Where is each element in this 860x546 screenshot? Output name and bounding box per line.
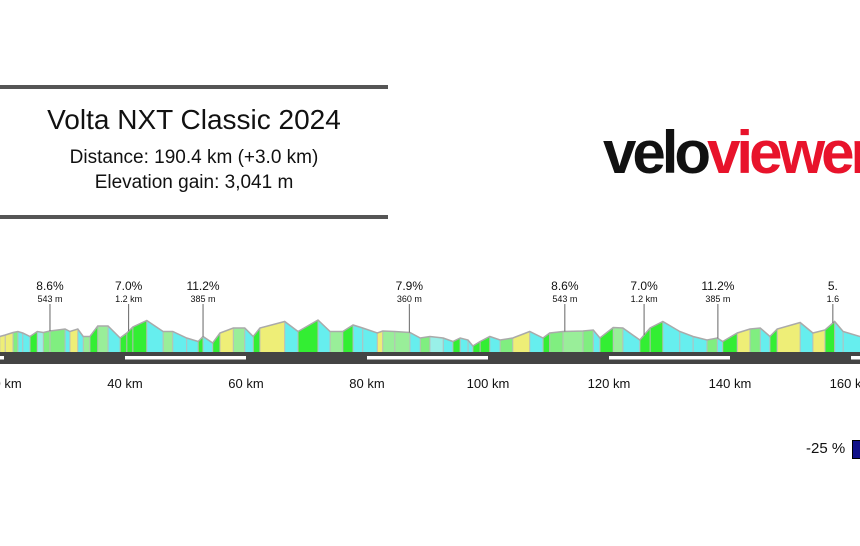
profile-segment — [749, 327, 761, 353]
distance-text: Distance: 190.4 km (+3.0 km) — [69, 147, 319, 168]
profile-segment — [49, 328, 66, 353]
profile-segment — [17, 331, 23, 353]
distance-band-marker — [124, 356, 246, 360]
profile-segment — [259, 321, 285, 353]
x-tick-label: 160 km — [830, 376, 860, 391]
distance-band-marker — [850, 356, 860, 360]
climb-length-label: 543 m — [552, 294, 577, 304]
distance-band-marker — [0, 356, 4, 360]
profile-segment — [97, 325, 109, 353]
profile-segment — [429, 336, 444, 353]
climb-gradient-label: 7.9% — [396, 279, 424, 293]
profile-segment — [549, 331, 564, 353]
profile-segment — [419, 336, 431, 353]
profile-segment — [0, 334, 6, 353]
profile-segment — [82, 336, 91, 353]
climb-gradient-label: 11.2% — [701, 279, 734, 293]
distance-band-marker — [366, 356, 488, 360]
climb-length-label: 543 m — [37, 294, 62, 304]
profile-segment — [162, 331, 174, 353]
profile-outline — [0, 319, 860, 347]
profile-segment — [599, 326, 614, 353]
logo-part-viewer: viewer — [707, 119, 860, 186]
profile-segment — [649, 321, 664, 353]
climb-length-label: 360 m — [397, 294, 422, 304]
profile-segment — [202, 336, 213, 353]
x-tick-label: 100 km — [467, 376, 510, 391]
climb-gradient-label: 7.0% — [630, 279, 658, 293]
profile-segment — [639, 327, 651, 353]
profile-segment — [297, 319, 319, 353]
climb-gradient-label: 8.6% — [36, 279, 64, 293]
profile-segment — [382, 330, 396, 353]
x-tick-label: 140 km — [709, 376, 752, 391]
page-title: Volta NXT Classic 2024 — [47, 104, 341, 135]
climb-length-label: 1.6 — [827, 294, 840, 304]
climb-gradient-label: 8.6% — [551, 279, 579, 293]
profile-segment — [394, 331, 411, 353]
profile-segment — [612, 327, 624, 353]
profile-segment — [352, 324, 364, 353]
x-tick-label: 20 km — [0, 376, 22, 391]
profile-segment — [4, 332, 14, 353]
header-top-rule — [0, 85, 388, 89]
profile-segment — [107, 325, 121, 353]
x-tick-label: 40 km — [107, 376, 142, 391]
profile-segment — [582, 329, 594, 353]
x-tick-label: 120 km — [588, 376, 631, 391]
profile-segment — [776, 322, 801, 353]
profile-segment — [622, 327, 641, 353]
veloviewer-logo: veloviewer — [603, 118, 860, 187]
profile-segment — [233, 327, 246, 353]
profile-segment — [69, 328, 79, 353]
profile-segment — [43, 330, 51, 353]
climb-length-label: 385 m — [705, 294, 730, 304]
legend-label: -25 % — [806, 440, 846, 457]
climb-length-label: 1.2 km — [115, 294, 142, 304]
legend-swatch — [852, 440, 860, 459]
profile-segment — [562, 330, 584, 353]
climb-gradient-label: 5. — [828, 279, 838, 293]
x-tick-label: 60 km — [228, 376, 263, 391]
logo-part-velo: velo — [603, 119, 711, 186]
elevation-text: Elevation gain: 3,041 m — [94, 172, 294, 193]
profile-segment — [89, 325, 99, 353]
profile-segment — [722, 332, 738, 353]
climb-gradient-label: 11.2% — [186, 279, 219, 293]
climb-length-label: 1.2 km — [631, 294, 658, 304]
header-bottom-rule — [0, 215, 388, 219]
climb-length-label: 385 m — [191, 294, 216, 304]
profile-segment — [329, 331, 344, 353]
distance-band-marker — [608, 356, 730, 360]
profile-segment — [377, 330, 383, 353]
profile-segment — [12, 331, 19, 353]
profile-segment — [37, 331, 44, 353]
profile-segment — [64, 328, 71, 353]
climb-gradient-label: 7.0% — [115, 279, 143, 293]
x-tick-label: 80 km — [349, 376, 384, 391]
